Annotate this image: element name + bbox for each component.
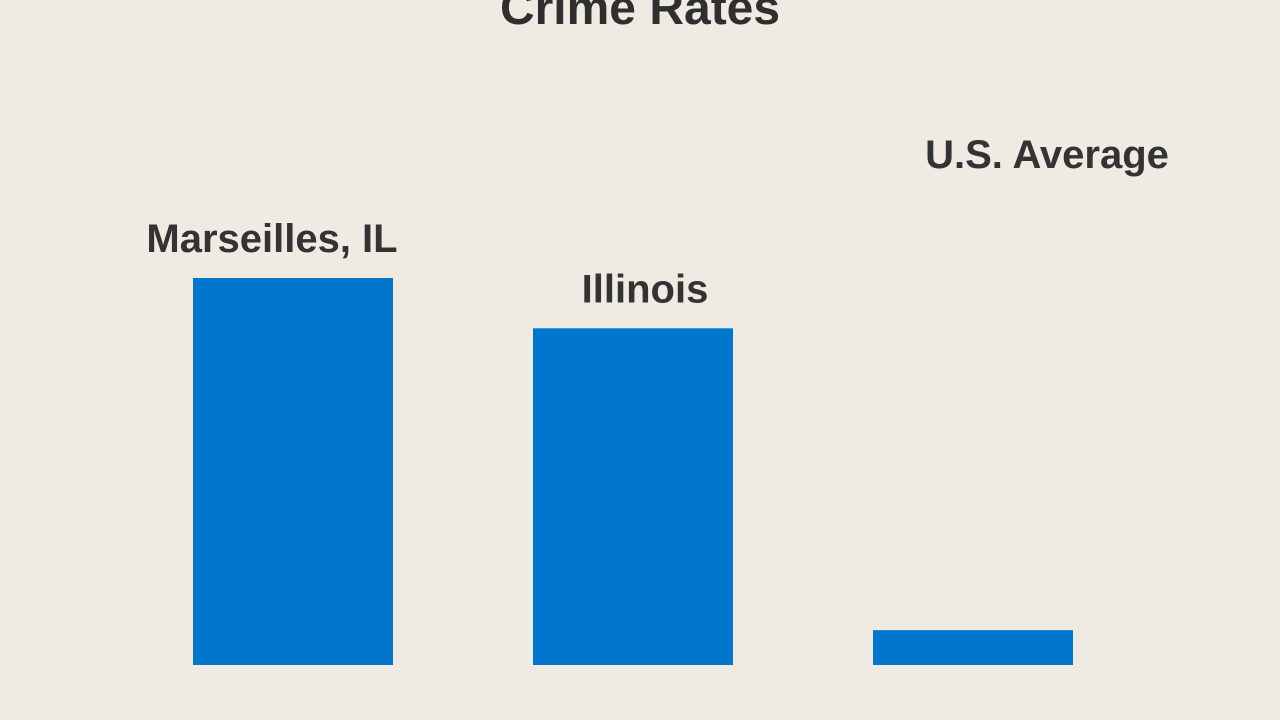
bar-marseilles-il <box>193 278 393 665</box>
chart-title: Crime Rates <box>500 0 780 35</box>
category-label: Marseilles, IL <box>146 217 397 261</box>
category-label: U.S. Average <box>925 133 1169 177</box>
bar-u-s-average <box>873 630 1073 665</box>
bars-group <box>193 278 1073 665</box>
category-labels-group: Marseilles, IL Illinois U.S. Average <box>146 133 1169 311</box>
category-label: Illinois <box>582 267 709 311</box>
bar-illinois <box>533 328 733 665</box>
